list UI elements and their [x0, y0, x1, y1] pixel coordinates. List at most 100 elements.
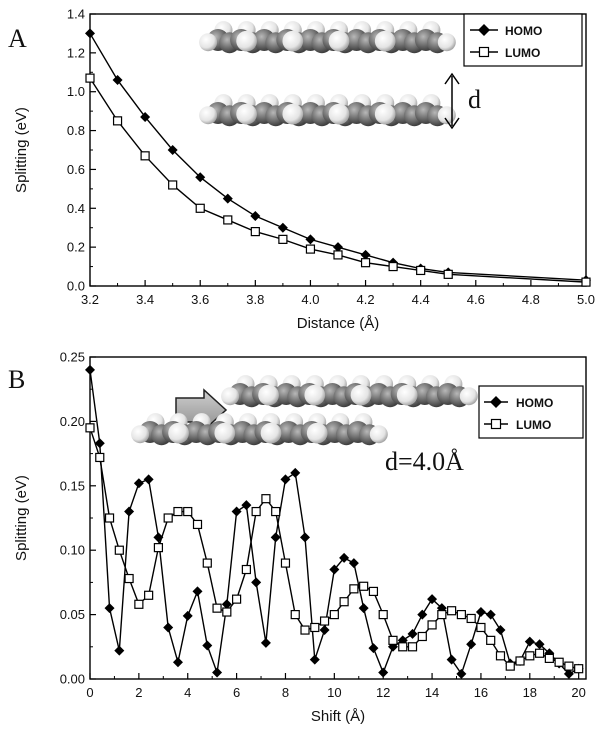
data-point-lumo: [114, 545, 124, 555]
panel-letter-b: B: [8, 365, 25, 394]
data-point-homo: [195, 172, 206, 183]
molecule-model-icon: [199, 21, 456, 127]
data-point-homo: [329, 564, 340, 575]
x-tick-label: 3.4: [136, 292, 154, 307]
data-point-homo: [182, 610, 193, 621]
panel-a-plot: 3.2 3.4 3.6 3.8 4.0 4.2 4.4 4.6 4.8 5.0 0.0 0.2 0.4 0…: [13, 7, 595, 333]
hydrogen-atom: [306, 422, 328, 444]
data-point-lumo: [250, 227, 260, 237]
data-point-lumo: [241, 564, 251, 575]
hydrogen-atom: [369, 425, 388, 444]
data-point-homo: [270, 532, 281, 543]
data-point-lumo: [183, 506, 193, 517]
x-tick-label: 6: [233, 685, 240, 700]
data-point-homo: [260, 637, 271, 648]
data-point-homo: [133, 478, 144, 489]
data-point-lumo: [85, 73, 95, 83]
data-point-lumo: [195, 203, 205, 213]
data-point-lumo: [574, 664, 584, 674]
data-point-lumo: [534, 648, 545, 658]
x-tick-label: 12: [376, 685, 390, 700]
x-tick-label: 3.8: [246, 292, 264, 307]
x-tick-label: 4.2: [357, 292, 375, 307]
data-point-homo: [85, 28, 95, 39]
molecule-bottom: [199, 94, 456, 127]
hydrogen-atom: [199, 33, 218, 52]
data-point-lumo: [476, 622, 486, 633]
x-tick-label: 3.6: [191, 292, 209, 307]
series-line-lumo: [89, 427, 579, 670]
data-point-homo: [358, 603, 369, 614]
y-tick-label: 1.0: [67, 84, 85, 99]
y-tick-label: 0.20: [60, 414, 85, 429]
data-point-homo: [140, 111, 151, 122]
data-point-lumo: [407, 642, 418, 652]
data-point-homo: [277, 222, 288, 233]
data-point-lumo: [280, 558, 291, 568]
hydrogen-atom: [304, 384, 326, 406]
legend-label-lumo: LUMO: [516, 418, 551, 432]
data-point-lumo: [466, 613, 476, 624]
legend-marker-lumo: [490, 418, 502, 430]
y-tick-label: 0.00: [60, 672, 85, 687]
data-point-lumo: [124, 573, 134, 584]
data-point-lumo: [300, 625, 310, 635]
data-point-homo: [319, 625, 330, 636]
y-axis-title: Splitting (eV): [13, 475, 30, 561]
data-point-homo: [300, 532, 311, 543]
y-tick-label: 0.15: [60, 478, 85, 493]
data-point-homo: [466, 639, 477, 650]
data-point-homo: [251, 577, 262, 588]
y-tick-label: 0.0: [67, 279, 85, 294]
data-point-homo: [94, 438, 105, 449]
hydrogen-atom: [459, 387, 478, 406]
data-point-lumo: [112, 116, 123, 126]
data-point-lumo: [290, 609, 300, 620]
data-point-lumo: [360, 258, 371, 268]
y-tick-label: 1.4: [67, 7, 85, 22]
data-point-homo: [339, 552, 350, 563]
data-point-lumo: [329, 609, 339, 620]
data-point-lumo: [339, 597, 349, 607]
x-tick-label: 4: [184, 685, 191, 700]
data-point-lumo: [85, 423, 95, 433]
hydrogen-atom: [282, 103, 304, 125]
data-point-lumo: [456, 609, 466, 620]
data-point-homo: [360, 249, 371, 260]
data-point-homo: [305, 234, 316, 245]
x-tick-label: 18: [523, 685, 537, 700]
data-point-homo: [417, 609, 428, 620]
panel-a-legend: HOMO LUMO: [463, 13, 583, 67]
data-point-lumo: [153, 543, 164, 553]
y-tick-label: 0.4: [67, 201, 85, 216]
data-point-lumo: [368, 586, 379, 597]
data-point-homo: [475, 607, 486, 618]
data-point-lumo: [525, 651, 535, 661]
data-point-lumo: [202, 558, 212, 568]
x-tick-label: 16: [474, 685, 488, 700]
data-point-homo: [192, 586, 203, 597]
data-point-homo: [241, 500, 252, 511]
data-point-lumo: [95, 452, 105, 463]
x-tick-label: 4.0: [301, 292, 319, 307]
x-axis-title: Shift (Å): [311, 708, 365, 725]
data-point-lumo: [349, 584, 359, 594]
data-point-lumo: [104, 513, 115, 523]
legend-marker-homo: [490, 396, 502, 408]
y-tick-label: 0.8: [67, 123, 85, 138]
hydrogen-atom: [328, 30, 350, 52]
data-point-homo: [280, 474, 291, 485]
hydrogen-atom: [221, 387, 240, 406]
hydrogen-atom: [328, 103, 350, 125]
data-point-lumo: [140, 151, 150, 161]
distance-label: d: [468, 85, 481, 114]
data-point-lumo: [271, 506, 281, 517]
x-tick-label: 14: [425, 685, 439, 700]
data-point-homo: [524, 636, 535, 647]
data-point-lumo: [232, 594, 242, 604]
data-point-homo: [427, 594, 438, 605]
data-point-lumo: [554, 657, 564, 667]
data-point-lumo: [443, 269, 453, 279]
data-point-homo: [378, 667, 389, 678]
